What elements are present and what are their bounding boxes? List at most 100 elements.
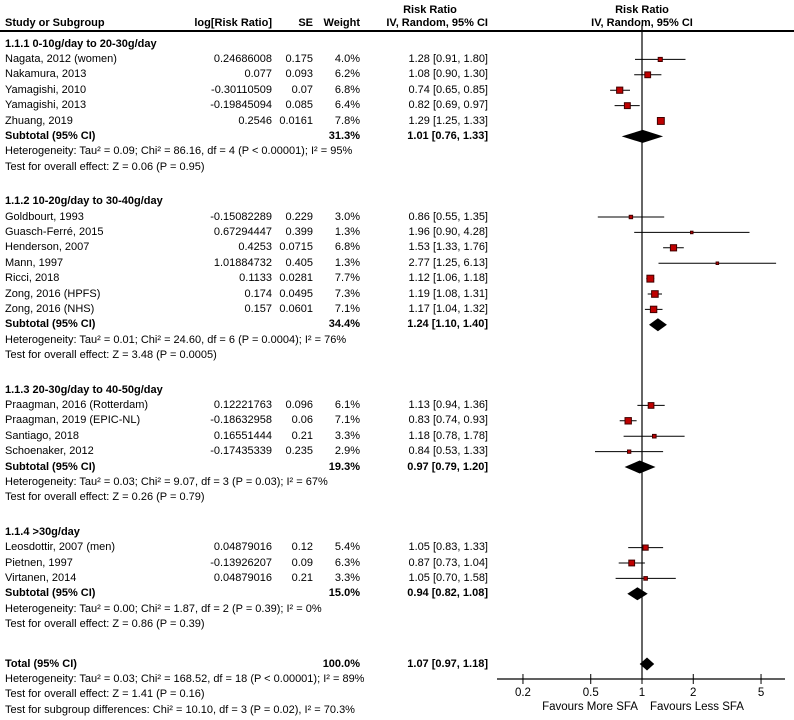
study-weight: 4.0% bbox=[334, 52, 360, 65]
subtotal-diamond bbox=[624, 460, 656, 474]
study-log-rr: 0.67294447 bbox=[213, 225, 272, 238]
subtotal-label: Subtotal (95% CI) bbox=[5, 587, 96, 600]
study-ci: 0.86 [0.55, 1.35] bbox=[408, 210, 488, 223]
study-ci: 1.05 [0.83, 1.33] bbox=[408, 541, 488, 554]
study-name: Zong, 2016 (NHS) bbox=[5, 302, 95, 315]
heterogeneity-text: Heterogeneity: Tau² = 0.01; Chi² = 24.60… bbox=[5, 333, 347, 346]
subgroup-label: 1.1.2 10-20g/day to 30-40g/day bbox=[5, 195, 163, 208]
study-name: Virtanen, 2014 bbox=[5, 571, 77, 584]
study-name: Mann, 1997 bbox=[5, 256, 64, 269]
study-name: Santiago, 2018 bbox=[5, 429, 80, 442]
heterogeneity-row: Heterogeneity: Tau² = 0.01; Chi² = 24.60… bbox=[0, 333, 794, 348]
study-marker bbox=[627, 449, 632, 454]
study-se: 0.09 bbox=[291, 556, 313, 569]
overall-effect-row: Test for overall effect: Z = 3.48 (P = 0… bbox=[0, 348, 794, 363]
plot-effect-title: Risk Ratio bbox=[615, 4, 669, 16]
subtotal-ci: 1.24 [1.10, 1.40] bbox=[407, 318, 488, 331]
study-marker bbox=[644, 71, 652, 79]
subtotal-diamond bbox=[649, 318, 667, 332]
study-ci: 1.96 [0.90, 4.28] bbox=[408, 225, 488, 238]
study-log-rr: 1.01884732 bbox=[213, 256, 272, 269]
x-tick-label: 5 bbox=[758, 687, 764, 699]
study-ci: 0.82 [0.69, 0.97] bbox=[408, 99, 488, 112]
study-weight: 6.3% bbox=[334, 556, 360, 569]
study-ci: 1.19 [1.08, 1.31] bbox=[408, 287, 488, 300]
study-row: Zong, 2016 (NHS) 0.157 0.0601 7.1% 1.17 [1.0… bbox=[0, 302, 794, 317]
study-row: Henderson, 2007 0.4253 0.0715 6.8% 1.53 [1.3… bbox=[0, 240, 794, 255]
study-marker bbox=[623, 102, 631, 110]
study-se: 0.0601 bbox=[279, 302, 313, 315]
total-label: Total (95% CI) bbox=[5, 657, 77, 670]
favours-left-label: Favours More SFA bbox=[542, 701, 638, 713]
col-weight: Weight bbox=[323, 17, 360, 29]
subtotal-ci: 1.01 [0.76, 1.33] bbox=[407, 129, 488, 142]
study-marker bbox=[646, 274, 655, 283]
study-ci: 1.18 [0.78, 1.78] bbox=[408, 429, 488, 442]
subgroup-label: 1.1.4 >30g/day bbox=[5, 525, 80, 538]
study-weight: 3.3% bbox=[334, 571, 360, 584]
study-name: Pietnen, 1997 bbox=[5, 556, 73, 569]
study-weight: 6.8% bbox=[334, 83, 360, 96]
subgroup-differences-row: Test for subgroup differences: Chi² = 10… bbox=[0, 703, 794, 718]
study-marker bbox=[647, 402, 655, 409]
study-ci: 0.83 [0.74, 0.93] bbox=[408, 414, 488, 427]
subtotal-label: Subtotal (95% CI) bbox=[5, 318, 96, 331]
study-marker bbox=[652, 433, 657, 439]
heterogeneity-text: Heterogeneity: Tau² = 0.03; Chi² = 9.07,… bbox=[5, 475, 328, 488]
study-ci: 0.84 [0.53, 1.33] bbox=[408, 445, 488, 458]
study-log-rr: -0.15082289 bbox=[210, 210, 272, 223]
subtotal-row: Subtotal (95% CI) 19.3% 0.97 [0.79, 1.20] bbox=[0, 460, 794, 475]
study-weight: 7.1% bbox=[334, 414, 360, 427]
subtotal-weight: 15.0% bbox=[328, 587, 360, 600]
study-name: Schoenaker, 2012 bbox=[5, 445, 94, 458]
study-name: Zong, 2016 (HPFS) bbox=[5, 287, 101, 300]
study-row: Yamagishi, 2010 -0.30110509 0.07 6.8% 0.74 [… bbox=[0, 83, 794, 98]
header-separator bbox=[0, 30, 794, 32]
study-log-rr: 0.12221763 bbox=[213, 398, 272, 411]
total-heterogeneity-row: Heterogeneity: Tau² = 0.03; Chi² = 168.5… bbox=[0, 672, 794, 687]
study-weight: 1.3% bbox=[334, 256, 360, 269]
study-weight: 5.4% bbox=[334, 541, 360, 554]
study-log-rr: -0.13926207 bbox=[210, 556, 272, 569]
overall-effect-text: Test for overall effect: Z = 0.06 (P = 0… bbox=[5, 160, 205, 173]
study-row: Yamagishi, 2013 -0.19845094 0.085 6.4% 0.82 … bbox=[0, 98, 794, 113]
study-weight: 6.8% bbox=[334, 241, 360, 254]
study-name: Nakamura, 2013 bbox=[5, 68, 87, 81]
study-se: 0.085 bbox=[285, 99, 313, 112]
study-se: 0.399 bbox=[285, 225, 313, 238]
study-weight: 7.8% bbox=[334, 114, 360, 127]
study-marker bbox=[628, 214, 634, 220]
overall-effect-text: Test for overall effect: Z = 0.86 (P = 0… bbox=[5, 618, 205, 631]
col-study-or-subgroup: Study or Subgroup bbox=[5, 17, 105, 29]
heterogeneity-text: Heterogeneity: Tau² = 0.00; Chi² = 1.87,… bbox=[5, 602, 322, 615]
study-row: Zhuang, 2019 0.2546 0.0161 7.8% 1.29 [1.25, … bbox=[0, 114, 794, 129]
overall-effect-text: Test for overall effect: Z = 3.48 (P = 0… bbox=[5, 349, 217, 362]
study-marker bbox=[651, 290, 659, 298]
study-log-rr: 0.24686008 bbox=[213, 52, 272, 65]
study-se: 0.0161 bbox=[279, 114, 313, 127]
subgroup-label: 1.1.1 0-10g/day to 20-30g/day bbox=[5, 37, 157, 50]
study-row: Praagman, 2016 (Rotterdam) 0.12221763 0.09… bbox=[0, 398, 794, 413]
study-weight: 6.2% bbox=[334, 68, 360, 81]
study-se: 0.21 bbox=[291, 571, 313, 584]
study-ci: 2.77 [1.25, 6.13] bbox=[408, 256, 488, 269]
subtotal-row: Subtotal (95% CI) 34.4% 1.24 [1.10, 1.40] bbox=[0, 317, 794, 332]
study-log-rr: -0.30110509 bbox=[211, 83, 272, 96]
study-log-rr: 0.4253 bbox=[238, 241, 272, 254]
study-se: 0.175 bbox=[285, 52, 313, 65]
study-weight: 7.3% bbox=[334, 287, 360, 300]
subtotal-label: Subtotal (95% CI) bbox=[5, 460, 96, 473]
overall-effect-text: Test for overall effect: Z = 0.26 (P = 0… bbox=[5, 491, 205, 504]
study-name: Henderson, 2007 bbox=[5, 241, 90, 254]
study-ci: 1.13 [0.94, 1.36] bbox=[408, 398, 488, 411]
study-row: Nakamura, 2013 0.077 0.093 6.2% 1.08 [0.90, … bbox=[0, 67, 794, 82]
study-name: Ricci, 2018 bbox=[5, 272, 60, 285]
study-log-rr: 0.1133 bbox=[239, 272, 272, 285]
study-marker bbox=[624, 417, 632, 425]
study-row: Nagata, 2012 (women) 0.24686008 0.175 4.0% 1… bbox=[0, 52, 794, 67]
study-log-rr: -0.17435339 bbox=[210, 445, 272, 458]
subtotal-ci: 0.97 [0.79, 1.20] bbox=[407, 460, 488, 473]
study-marker bbox=[656, 117, 665, 125]
study-weight: 2.9% bbox=[334, 445, 360, 458]
